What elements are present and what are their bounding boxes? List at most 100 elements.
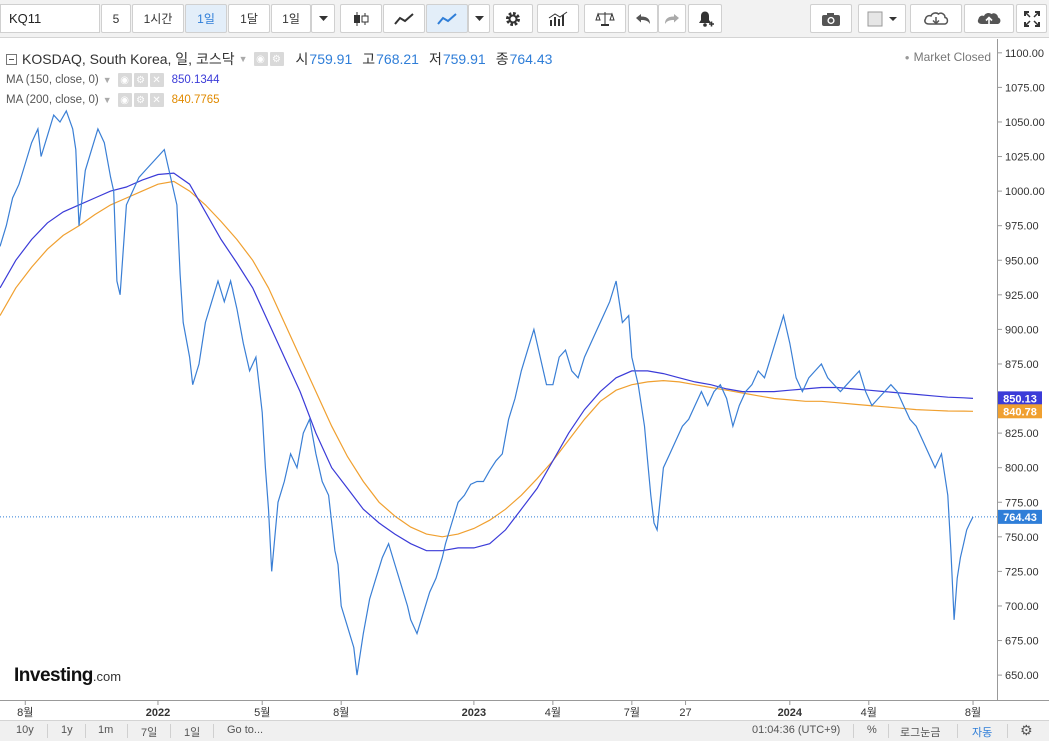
range-7day-button[interactable]: 7일 [141, 727, 158, 739]
interval-1month-button[interactable]: 1달 [228, 4, 270, 33]
close-icon[interactable]: ✕ [149, 93, 164, 107]
x-axis: 8월 2022 5월 8월 2023 4월 7월 27 2024 4월 8월 [17, 700, 981, 719]
range-1day-button[interactable]: 1일 [184, 727, 201, 739]
ma150-badge-bg [998, 391, 1042, 406]
ma150-label: MA (150, close, 0) [6, 74, 99, 86]
interval-chevron-down-icon[interactable] [311, 4, 335, 33]
cloud-download-icon[interactable] [910, 4, 962, 33]
undo-icon[interactable] [628, 4, 658, 33]
low-value: 759.91 [442, 51, 486, 67]
line-chart-icon[interactable] [426, 4, 468, 33]
interval-5min-button[interactable]: 5 [101, 4, 131, 33]
redo-icon[interactable] [658, 4, 686, 33]
range-1m-button[interactable]: 1m [98, 724, 114, 736]
ma200-label: MA (200, close, 0) [6, 94, 99, 106]
y-tick-label: 825.00 [1005, 428, 1039, 440]
y-tick-label: 750.00 [1005, 532, 1039, 544]
ma150-menu-icon[interactable]: ▼ [102, 75, 112, 85]
x-tick-label: 2022 [146, 707, 170, 719]
y-tick-label: 1050.00 [1005, 117, 1045, 129]
color-box-icon[interactable] [858, 4, 906, 33]
y-tick-label: 675.00 [1005, 636, 1039, 648]
percent-scale-button[interactable]: % [867, 724, 877, 736]
camera-icon[interactable] [810, 4, 852, 33]
compare-scale-icon[interactable] [584, 4, 626, 33]
chart-toolbar: KQ11 5 1시간 1일 1달 1일 [0, 0, 1049, 38]
y-tick-label: 700.00 [1005, 601, 1039, 613]
fullscreen-icon[interactable] [1016, 4, 1047, 33]
range-1y-button[interactable]: 1y [61, 724, 73, 736]
range-10y-button[interactable]: 10y [16, 724, 34, 736]
price-line [0, 109, 974, 676]
candles-icon[interactable] [340, 4, 382, 33]
x-tick-label: 7월 [624, 706, 640, 719]
cloud-upload-icon[interactable] [964, 4, 1014, 33]
log-scale-button[interactable]: 로그눈금 [900, 727, 941, 739]
eye-icon[interactable]: ◉ [117, 73, 132, 87]
y-tick-label: 975.00 [1005, 221, 1039, 233]
investing-logo: Investing.com [14, 665, 121, 687]
close-label: 종 [495, 51, 509, 67]
y-tick-label: 1000.00 [1005, 186, 1045, 198]
settings-icon[interactable]: ⚙ [269, 52, 284, 66]
alert-bell-icon[interactable] [688, 4, 722, 33]
series-menu-icon[interactable]: ▼ [238, 54, 248, 64]
interval-1day-button[interactable]: 1일 [185, 4, 227, 33]
y-tick-label: 900.00 [1005, 324, 1039, 336]
y-tick-label: 775.00 [1005, 497, 1039, 509]
eye-icon[interactable]: ◉ [253, 52, 268, 66]
main-series-legend: KOSDAQ, South Korea, 일, 코스닥 ▼ ◉ ⚙ 시 759.… [6, 48, 552, 70]
ma200-badge-bg [998, 404, 1042, 419]
y-tick-label: 1075.00 [1005, 82, 1045, 94]
clock-display: 01:04:36 (UTC+9) [752, 724, 841, 736]
price-chart[interactable]: 650.00 675.00 700.00 725.00 750.00 775.00 800.… [0, 39, 1049, 720]
indicators-icon[interactable] [537, 4, 579, 33]
area-chart-icon[interactable] [383, 4, 425, 33]
market-status: Market Closed [905, 50, 991, 64]
y-tick-label: 725.00 [1005, 566, 1039, 578]
high-label: 고 [362, 51, 376, 67]
ma200-menu-icon[interactable]: ▼ [102, 95, 112, 105]
settings-icon[interactable]: ⚙ [133, 93, 148, 107]
y-axis: 650.00 675.00 700.00 725.00 750.00 775.00 800.… [997, 48, 1045, 682]
settings-gear-icon[interactable]: ⚙ [1020, 722, 1033, 738]
x-tick-label: 2024 [778, 707, 803, 719]
current-price-badge-bg [998, 509, 1042, 524]
x-tick-label: 2023 [462, 707, 486, 719]
high-value: 768.21 [376, 51, 419, 67]
current-price-badge: 764.43 [1003, 512, 1037, 524]
goto-button[interactable]: Go to... [227, 724, 264, 736]
series-title: KOSDAQ, South Korea, 일, 코스닥 [22, 51, 235, 67]
interval-dropdown-button[interactable]: 1일 [271, 4, 311, 33]
y-tick-label: 1100.00 [1005, 48, 1044, 60]
logo-main: Investing [14, 665, 93, 686]
ma150-line [0, 172, 974, 552]
ma150-badge: 850.13 [1003, 393, 1037, 405]
auto-scale-button[interactable]: 자동 [972, 727, 993, 739]
settings-gear-icon[interactable] [493, 4, 533, 33]
chart-type-chevron-down-icon[interactable] [468, 4, 490, 33]
y-tick-label: 650.00 [1005, 670, 1039, 682]
symbol-input[interactable]: KQ11 [0, 4, 100, 33]
x-tick-label: 5월 [254, 706, 270, 719]
y-tick-label: 875.00 [1005, 359, 1039, 371]
close-value: 764.43 [509, 51, 553, 67]
ma200-badge: 840.78 [1003, 406, 1037, 418]
collapse-icon[interactable] [6, 53, 17, 65]
chart-legend: KOSDAQ, South Korea, 일, 코스닥 ▼ ◉ ⚙ 시 759.… [6, 48, 552, 110]
x-tick-label: 27 [679, 707, 691, 719]
x-tick-label: 4월 [861, 706, 877, 719]
settings-icon[interactable]: ⚙ [133, 73, 148, 87]
interval-1hour-button[interactable]: 1시간 [132, 4, 184, 33]
y-tick-label: 800.00 [1005, 463, 1039, 475]
ma150-legend: MA (150, close, 0) ▼ ◉ ⚙ ✕ 850.1344 [6, 70, 552, 90]
y-tick-label: 925.00 [1005, 290, 1039, 302]
ma200-value: 840.7765 [171, 94, 220, 106]
eye-icon[interactable]: ◉ [117, 93, 132, 107]
y-tick-label: 1025.00 [1005, 152, 1045, 164]
ma200-legend: MA (200, close, 0) ▼ ◉ ⚙ ✕ 840.7765 [6, 90, 552, 110]
bottom-bar: 10y 1y 1m 7일 1일 Go to... 01:04:36 (UTC+9… [0, 720, 1049, 741]
close-icon[interactable]: ✕ [149, 73, 164, 87]
y-tick-label: 950.00 [1005, 255, 1039, 267]
